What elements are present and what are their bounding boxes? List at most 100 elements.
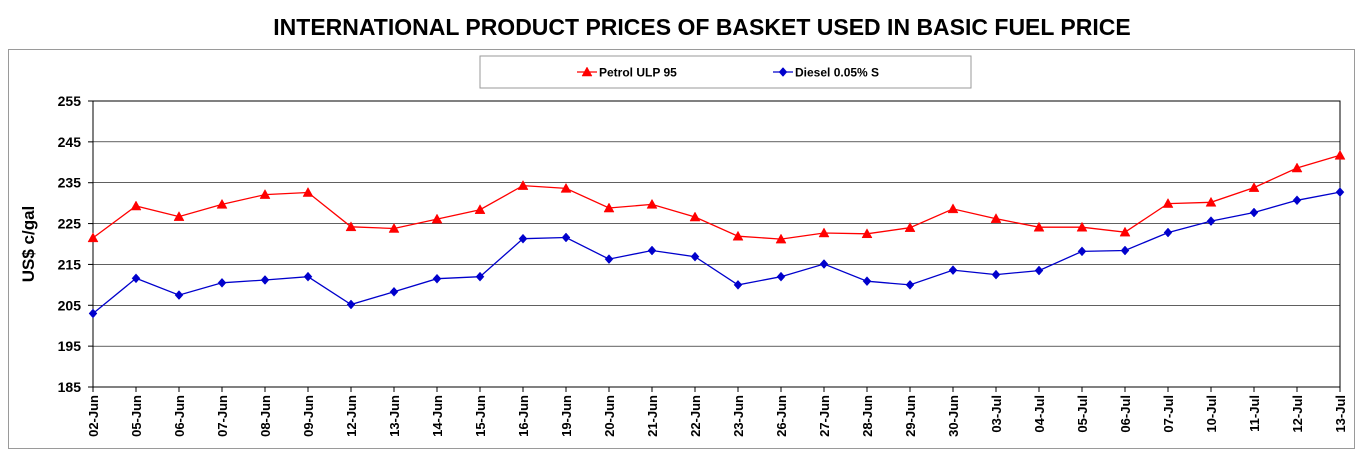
data-point-diesel bbox=[432, 273, 442, 284]
data-point-petrol bbox=[1205, 196, 1217, 207]
data-point-petrol bbox=[302, 187, 314, 197]
data-point-petrol bbox=[861, 228, 873, 239]
data-point-diesel bbox=[690, 251, 700, 262]
y-tick-label: 245 bbox=[58, 134, 82, 150]
data-point-diesel bbox=[260, 275, 270, 285]
legend-label-diesel: Diesel 0.05% S bbox=[795, 66, 879, 80]
x-tick-label: 27-Jun bbox=[817, 395, 832, 437]
data-point-petrol bbox=[947, 203, 959, 214]
x-tick-label: 22-Jun bbox=[688, 395, 703, 437]
data-point-petrol bbox=[990, 213, 1002, 223]
x-tick-label: 08-Jun bbox=[258, 395, 273, 437]
x-tick-label: 04-Jul bbox=[1032, 395, 1047, 433]
data-point-diesel bbox=[776, 271, 786, 282]
x-tick-label: 11-Jul bbox=[1247, 395, 1262, 432]
data-point-diesel bbox=[1292, 195, 1302, 206]
data-point-petrol bbox=[1162, 198, 1174, 208]
x-tick-label: 29-Jun bbox=[903, 395, 918, 437]
data-point-diesel bbox=[389, 286, 399, 297]
data-point-diesel bbox=[1335, 187, 1345, 197]
data-point-diesel bbox=[948, 265, 958, 276]
data-point-petrol bbox=[130, 200, 142, 211]
data-point-diesel bbox=[1120, 245, 1130, 256]
data-point-petrol bbox=[1119, 226, 1131, 237]
data-point-petrol bbox=[1334, 149, 1346, 160]
data-point-petrol bbox=[646, 198, 658, 209]
data-point-diesel bbox=[733, 279, 743, 290]
data-point-petrol bbox=[775, 233, 787, 244]
data-point-diesel bbox=[991, 269, 1001, 280]
x-tick-label: 10-Jul bbox=[1204, 395, 1219, 433]
data-point-diesel bbox=[1163, 227, 1173, 238]
y-tick-label: 225 bbox=[58, 216, 82, 232]
series-line-diesel bbox=[92, 191, 1341, 315]
plot-border bbox=[92, 100, 1341, 388]
x-tick-label: 12-Jul bbox=[1290, 395, 1305, 433]
data-point-diesel bbox=[647, 245, 657, 256]
data-point-petrol bbox=[904, 222, 916, 232]
y-tick-label: 235 bbox=[58, 175, 82, 191]
x-tick-label: 02-Jun bbox=[86, 395, 101, 437]
data-point-diesel bbox=[561, 232, 571, 243]
y-tick-label: 195 bbox=[58, 338, 82, 354]
x-tick-label: 09-Jun bbox=[301, 395, 316, 437]
data-point-diesel bbox=[1249, 207, 1259, 218]
data-point-petrol bbox=[1248, 182, 1260, 192]
y-tick-label: 215 bbox=[58, 256, 82, 272]
data-point-diesel bbox=[303, 271, 313, 282]
chart-area-frame bbox=[8, 49, 1355, 449]
plot-area bbox=[93, 101, 1340, 387]
data-point-petrol bbox=[818, 227, 830, 238]
x-tick-label: 20-Jun bbox=[602, 395, 617, 437]
data-point-petrol bbox=[474, 204, 486, 214]
data-point-petrol bbox=[345, 221, 357, 232]
data-point-diesel bbox=[131, 273, 141, 284]
legend-label-petrol: Petrol ULP 95 bbox=[599, 66, 677, 80]
x-tick-label: 30-Jun bbox=[946, 395, 961, 437]
data-point-diesel bbox=[346, 299, 356, 310]
data-point-petrol bbox=[689, 211, 701, 222]
data-point-petrol bbox=[216, 198, 228, 209]
x-tick-label: 23-Jun bbox=[731, 395, 746, 437]
x-tick-label: 26-Jun bbox=[774, 395, 789, 437]
data-point-petrol bbox=[1076, 221, 1088, 232]
data-point-petrol bbox=[1291, 162, 1303, 173]
x-tick-label: 06-Jul bbox=[1118, 395, 1133, 433]
series-line-petrol bbox=[92, 154, 1341, 240]
data-point-diesel bbox=[862, 276, 872, 287]
x-tick-label: 13-Jul bbox=[1333, 395, 1348, 433]
data-point-petrol bbox=[173, 211, 185, 221]
data-point-diesel bbox=[475, 271, 485, 282]
y-tick-label: 185 bbox=[58, 379, 82, 395]
x-tick-label: 12-Jun bbox=[344, 395, 359, 437]
x-tick-label: 07-Jul bbox=[1161, 395, 1176, 433]
data-point-diesel bbox=[1077, 246, 1087, 257]
data-point-petrol bbox=[259, 189, 271, 199]
data-point-diesel bbox=[905, 279, 915, 290]
data-point-diesel bbox=[819, 259, 829, 269]
x-tick-label: 07-Jun bbox=[215, 395, 230, 437]
data-point-petrol bbox=[1033, 221, 1045, 232]
y-tick-label: 205 bbox=[58, 297, 82, 313]
data-point-petrol bbox=[388, 222, 400, 233]
data-point-petrol bbox=[431, 213, 443, 224]
chart-title: INTERNATIONAL PRODUCT PRICES OF BASKET U… bbox=[273, 14, 1131, 40]
data-point-diesel bbox=[174, 290, 184, 300]
x-tick-label: 16-Jun bbox=[516, 395, 531, 437]
legend-marker-diesel bbox=[778, 67, 788, 77]
x-tick-label: 06-Jun bbox=[172, 395, 187, 437]
data-point-petrol bbox=[732, 230, 744, 241]
x-tick-label: 05-Jun bbox=[129, 395, 144, 437]
data-point-petrol bbox=[560, 182, 572, 193]
data-point-diesel bbox=[604, 254, 614, 264]
data-point-diesel bbox=[518, 233, 528, 244]
legend-marker-petrol bbox=[581, 66, 593, 77]
data-point-petrol bbox=[603, 202, 615, 213]
data-point-petrol bbox=[87, 232, 99, 243]
x-tick-label: 28-Jun bbox=[860, 395, 875, 437]
y-tick-label: 255 bbox=[58, 93, 82, 109]
data-point-diesel bbox=[1034, 265, 1044, 276]
x-tick-label: 03-Jul bbox=[989, 395, 1004, 433]
y-axis-label: US$ c/gal bbox=[19, 206, 38, 283]
